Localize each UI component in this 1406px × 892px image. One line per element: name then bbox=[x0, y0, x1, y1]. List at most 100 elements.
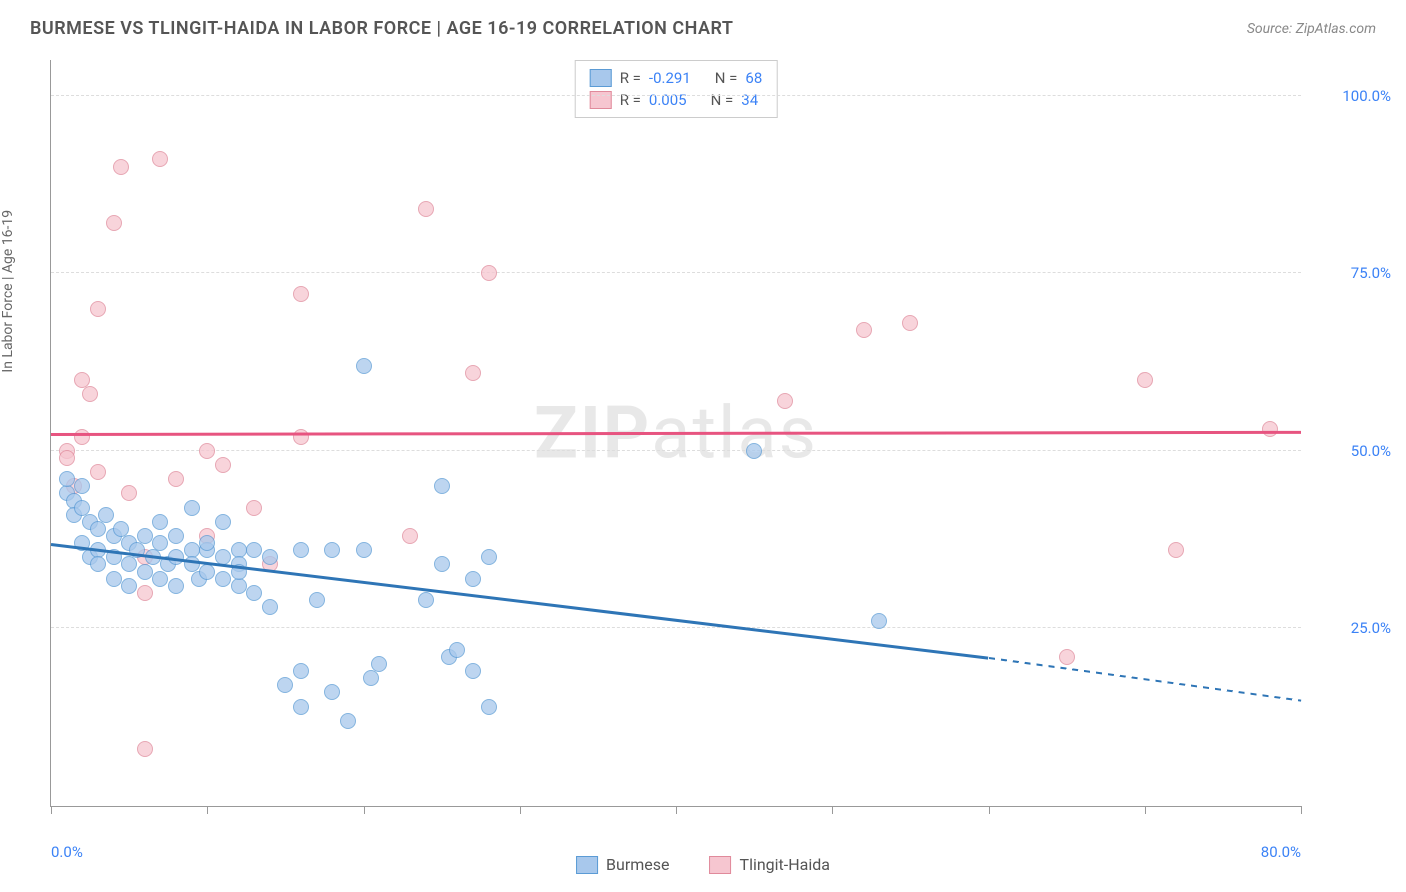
data-point-tlingit-haida bbox=[246, 500, 262, 516]
data-point-tlingit-haida bbox=[113, 159, 129, 175]
data-point-tlingit-haida bbox=[481, 265, 497, 281]
scatter-plot-area: ZIPatlas R = -0.291 N = 68 R = 0.005 N =… bbox=[50, 60, 1301, 807]
gridline bbox=[51, 272, 1301, 273]
data-point-tlingit-haida bbox=[418, 201, 434, 217]
data-point-burmese bbox=[121, 578, 137, 594]
data-point-burmese bbox=[434, 478, 450, 494]
swatch-burmese bbox=[590, 69, 612, 87]
x-tick bbox=[832, 806, 833, 814]
data-point-tlingit-haida bbox=[82, 386, 98, 402]
x-tick bbox=[51, 806, 52, 814]
data-point-burmese bbox=[871, 613, 887, 629]
data-point-burmese bbox=[324, 542, 340, 558]
data-point-burmese bbox=[340, 713, 356, 729]
data-point-burmese bbox=[199, 535, 215, 551]
chart-title: BURMESE VS TLINGIT-HAIDA IN LABOR FORCE … bbox=[30, 18, 734, 39]
data-point-tlingit-haida bbox=[199, 443, 215, 459]
y-tick-label: 75.0% bbox=[1311, 264, 1391, 282]
data-point-burmese bbox=[231, 578, 247, 594]
bottom-legend: Burmese Tlingit-Haida bbox=[576, 855, 830, 874]
data-point-tlingit-haida bbox=[59, 450, 75, 466]
data-point-tlingit-haida bbox=[168, 471, 184, 487]
data-point-tlingit-haida bbox=[902, 315, 918, 331]
data-point-burmese bbox=[434, 556, 450, 572]
swatch-tlingit-bottom bbox=[710, 856, 732, 874]
stats-row-tlingit: R = 0.005 N = 34 bbox=[590, 89, 763, 111]
gridline bbox=[51, 95, 1301, 96]
data-point-tlingit-haida bbox=[90, 301, 106, 317]
data-point-tlingit-haida bbox=[215, 457, 231, 473]
data-point-burmese bbox=[371, 656, 387, 672]
data-point-tlingit-haida bbox=[137, 741, 153, 757]
data-point-burmese bbox=[90, 556, 106, 572]
data-point-burmese bbox=[356, 542, 372, 558]
data-point-burmese bbox=[215, 571, 231, 587]
title-bar: BURMESE VS TLINGIT-HAIDA IN LABOR FORCE … bbox=[30, 18, 1376, 39]
x-tick bbox=[1301, 806, 1302, 814]
legend-label-burmese: Burmese bbox=[606, 855, 669, 874]
source-attribution: Source: ZipAtlas.com bbox=[1247, 21, 1376, 37]
x-tick bbox=[989, 806, 990, 814]
gridline bbox=[51, 627, 1301, 628]
data-point-burmese bbox=[137, 564, 153, 580]
data-point-burmese bbox=[418, 592, 434, 608]
data-point-tlingit-haida bbox=[121, 485, 137, 501]
data-point-tlingit-haida bbox=[293, 286, 309, 302]
trend-line bbox=[51, 431, 1301, 436]
data-point-tlingit-haida bbox=[856, 322, 872, 338]
n-label: N = bbox=[715, 69, 738, 87]
data-point-burmese bbox=[262, 549, 278, 565]
data-point-burmese bbox=[324, 684, 340, 700]
y-tick-label: 25.0% bbox=[1311, 619, 1391, 637]
data-point-burmese bbox=[152, 514, 168, 530]
data-point-tlingit-haida bbox=[90, 464, 106, 480]
data-point-burmese bbox=[293, 699, 309, 715]
data-point-burmese bbox=[262, 599, 278, 615]
data-point-tlingit-haida bbox=[1168, 542, 1184, 558]
legend-item-tlingit: Tlingit-Haida bbox=[710, 855, 830, 874]
data-point-burmese bbox=[309, 592, 325, 608]
data-point-tlingit-haida bbox=[293, 429, 309, 445]
data-point-burmese bbox=[293, 663, 309, 679]
data-point-burmese bbox=[465, 571, 481, 587]
data-point-burmese bbox=[481, 549, 497, 565]
data-point-burmese bbox=[215, 514, 231, 530]
trend-line bbox=[988, 657, 1301, 702]
data-point-tlingit-haida bbox=[777, 393, 793, 409]
data-point-tlingit-haida bbox=[1059, 649, 1075, 665]
data-point-burmese bbox=[246, 542, 262, 558]
data-point-burmese bbox=[481, 699, 497, 715]
data-point-burmese bbox=[168, 578, 184, 594]
data-point-burmese bbox=[246, 585, 262, 601]
data-point-burmese bbox=[106, 571, 122, 587]
trend-line bbox=[51, 543, 989, 660]
swatch-burmese-bottom bbox=[576, 856, 598, 874]
data-point-tlingit-haida bbox=[74, 429, 90, 445]
legend-item-burmese: Burmese bbox=[576, 855, 669, 874]
stats-row-burmese: R = -0.291 N = 68 bbox=[590, 67, 763, 89]
data-point-tlingit-haida bbox=[137, 585, 153, 601]
data-point-tlingit-haida bbox=[1262, 421, 1278, 437]
data-point-burmese bbox=[465, 663, 481, 679]
x-tick bbox=[676, 806, 677, 814]
data-point-burmese bbox=[277, 677, 293, 693]
data-point-burmese bbox=[184, 500, 200, 516]
data-point-burmese bbox=[363, 670, 379, 686]
data-point-tlingit-haida bbox=[465, 365, 481, 381]
x-tick bbox=[364, 806, 365, 814]
data-point-burmese bbox=[356, 358, 372, 374]
data-point-burmese bbox=[90, 521, 106, 537]
y-tick-label: 100.0% bbox=[1311, 87, 1391, 105]
data-point-burmese bbox=[137, 528, 153, 544]
r-label: R = bbox=[620, 69, 641, 87]
data-point-tlingit-haida bbox=[402, 528, 418, 544]
data-point-burmese bbox=[98, 507, 114, 523]
n-value-burmese: 68 bbox=[745, 69, 762, 87]
data-point-burmese bbox=[199, 564, 215, 580]
x-tick-label: 0.0% bbox=[51, 843, 83, 861]
x-tick-label: 80.0% bbox=[1261, 843, 1301, 861]
x-tick bbox=[1145, 806, 1146, 814]
data-point-burmese bbox=[746, 443, 762, 459]
r-value-burmese: -0.291 bbox=[649, 69, 691, 87]
data-point-tlingit-haida bbox=[1137, 372, 1153, 388]
